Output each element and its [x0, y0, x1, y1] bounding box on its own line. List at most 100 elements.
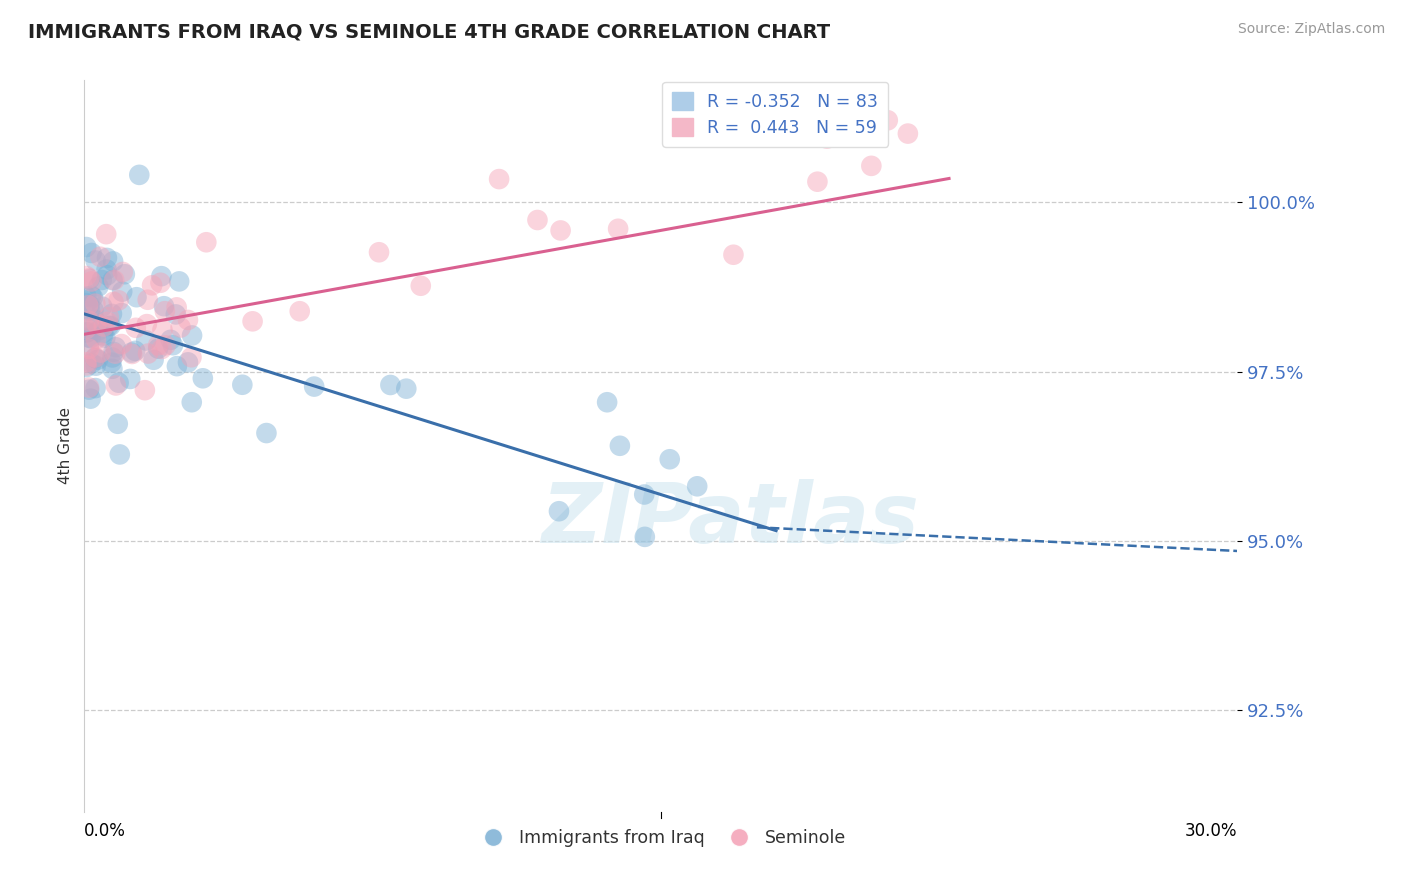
Point	[111, 265, 134, 279]
Point	[120, 372, 142, 386]
Point	[87, 352, 110, 367]
Point	[169, 320, 191, 334]
Point	[135, 334, 157, 348]
Text: 0.0%: 0.0%	[84, 822, 127, 840]
Point	[91, 300, 114, 314]
Point	[723, 248, 745, 262]
Point	[96, 227, 118, 242]
Point	[84, 351, 107, 365]
Point	[658, 452, 681, 467]
Point	[101, 361, 124, 376]
Point	[166, 359, 188, 373]
Point	[368, 245, 391, 260]
Point	[162, 338, 184, 352]
Point	[80, 246, 103, 260]
Point	[409, 278, 432, 293]
Point	[96, 251, 118, 265]
Point	[89, 250, 111, 264]
Point	[84, 312, 107, 326]
Point	[75, 289, 97, 303]
Point	[121, 347, 143, 361]
Text: ZIPatlas: ZIPatlas	[541, 479, 920, 559]
Point	[79, 331, 101, 345]
Point	[79, 315, 101, 329]
Point	[84, 359, 107, 373]
Point	[128, 168, 150, 182]
Point	[114, 267, 136, 281]
Point	[596, 395, 619, 409]
Point	[231, 377, 253, 392]
Text: Source: ZipAtlas.com: Source: ZipAtlas.com	[1237, 22, 1385, 37]
Point	[94, 331, 117, 345]
Point	[153, 299, 176, 313]
Point	[288, 304, 311, 318]
Point	[177, 355, 200, 369]
Point	[84, 351, 107, 365]
Point	[86, 317, 108, 331]
Point	[84, 253, 107, 268]
Point	[80, 356, 103, 370]
Point	[550, 223, 572, 237]
Y-axis label: 4th Grade: 4th Grade	[58, 408, 73, 484]
Point	[634, 530, 657, 544]
Point	[87, 323, 110, 337]
Point	[103, 294, 125, 309]
Point	[104, 378, 127, 392]
Point	[548, 504, 571, 518]
Point	[609, 439, 631, 453]
Point	[79, 272, 101, 286]
Point	[195, 235, 218, 250]
Point	[136, 346, 159, 360]
Text: 30.0%: 30.0%	[1185, 822, 1237, 840]
Point	[87, 279, 110, 293]
Point	[167, 274, 190, 288]
Point	[93, 319, 115, 334]
Point	[91, 326, 114, 341]
Point	[75, 296, 97, 310]
Point	[302, 379, 325, 393]
Point	[141, 278, 163, 293]
Point	[76, 359, 98, 373]
Point	[607, 221, 630, 235]
Point	[165, 307, 187, 321]
Point	[100, 356, 122, 370]
Point	[97, 318, 120, 333]
Point	[191, 371, 214, 385]
Text: IMMIGRANTS FROM IRAQ VS SEMINOLE 4TH GRADE CORRELATION CHART: IMMIGRANTS FROM IRAQ VS SEMINOLE 4TH GRA…	[28, 22, 831, 41]
Point	[488, 172, 510, 186]
Point	[152, 323, 174, 337]
Point	[101, 273, 124, 287]
Point	[256, 425, 278, 440]
Point	[77, 330, 100, 344]
Point	[79, 392, 101, 406]
Point	[180, 395, 202, 409]
Point	[103, 273, 125, 287]
Point	[633, 487, 655, 501]
Point	[159, 333, 181, 347]
Point	[146, 342, 169, 356]
Legend: Immigrants from Iraq, Seminole: Immigrants from Iraq, Seminole	[468, 822, 853, 855]
Point	[80, 275, 103, 289]
Point	[77, 339, 100, 353]
Point	[686, 479, 709, 493]
Point	[815, 131, 838, 145]
Point	[897, 127, 920, 141]
Point	[149, 276, 172, 290]
Point	[75, 326, 97, 340]
Point	[177, 313, 200, 327]
Point	[79, 303, 101, 318]
Point	[83, 303, 105, 318]
Point	[80, 289, 103, 303]
Point	[91, 328, 114, 343]
Point	[395, 382, 418, 396]
Point	[107, 417, 129, 431]
Point	[96, 262, 118, 277]
Point	[77, 271, 100, 285]
Point	[526, 213, 548, 227]
Point	[166, 301, 188, 315]
Point	[134, 383, 156, 397]
Point	[876, 113, 898, 128]
Point	[97, 310, 120, 324]
Point	[136, 293, 159, 307]
Point	[77, 383, 100, 397]
